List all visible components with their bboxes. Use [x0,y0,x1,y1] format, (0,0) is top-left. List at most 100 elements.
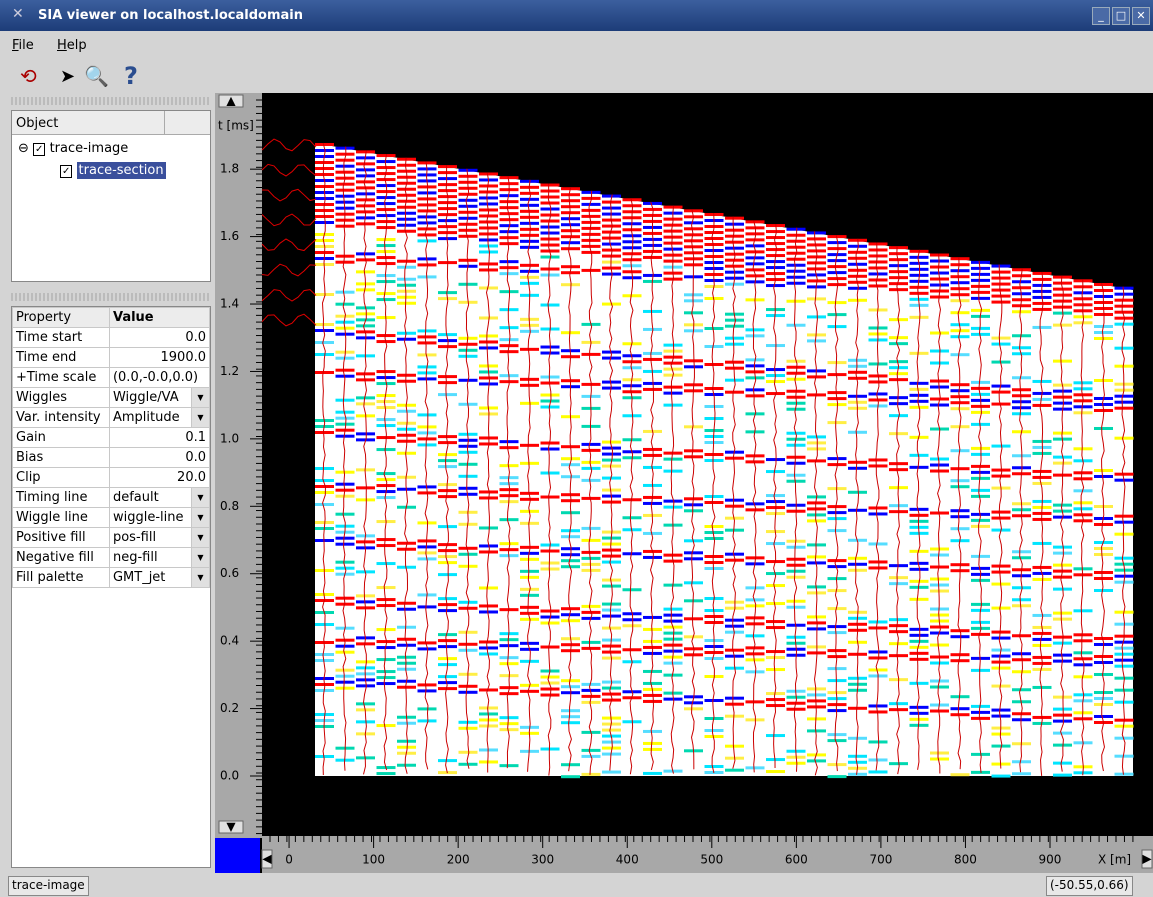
property-name: Fill palette [13,568,110,588]
section-dash [971,717,990,720]
section-dash [869,242,888,245]
section-dash [438,639,457,642]
dropdown-arrow[interactable]: ▼ [192,408,210,428]
property-value[interactable]: 0.0 [109,328,209,348]
arrow-glyph: ▼ [226,820,236,834]
section-dash [848,245,867,248]
menu-file[interactable]: File [12,38,34,53]
section-dash [520,264,539,267]
section-dash [541,226,560,229]
section-dash [951,467,970,470]
dropdown-arrow[interactable]: ▼ [192,488,210,508]
property-value[interactable]: 0.1 [109,428,209,448]
dropdown-arrow[interactable]: ▼ [192,508,210,528]
section-dash [336,597,355,600]
zoom-tool[interactable]: 🔍 [84,64,109,88]
property-value[interactable]: 1900.0 [109,348,209,368]
section-dash [889,372,908,375]
section-dash [315,755,334,758]
property-name: Wiggles [13,388,110,408]
section-dash [807,555,826,558]
pointer-tool[interactable]: ➤ [60,66,75,87]
section-dash [746,634,765,637]
reset-tool[interactable]: ⟲ [20,64,37,88]
dropdown-arrow[interactable]: ▼ [192,568,210,588]
section-dash [623,648,642,651]
section-dash [315,467,334,470]
section-dash [889,258,908,261]
property-value[interactable]: (0.0,-0.0,0.0) [109,368,209,388]
section-dash [459,343,478,346]
section-dash [725,241,744,244]
section-dash [438,681,457,684]
section-dash [684,509,703,512]
section-dash [684,209,703,212]
property-value[interactable]: default [109,488,191,508]
property-value[interactable]: neg-fill [109,548,191,568]
section-dash [930,758,949,761]
property-value[interactable]: GMT_jet [109,568,191,588]
dropdown-arrow[interactable]: ▼ [192,388,210,408]
section-dash [336,543,355,546]
section-dash [438,495,457,498]
section-dash [418,719,437,722]
section-dash [397,290,416,293]
section-dash [971,279,990,282]
section-dash [479,526,498,529]
property-value[interactable]: Wiggle/VA [109,388,191,408]
section-dash [684,239,703,242]
section-dash [397,380,416,383]
maximize-button[interactable]: □ [1112,7,1130,25]
section-dash [500,236,519,239]
section-dash [828,775,847,778]
dropdown-arrow[interactable]: ▼ [192,548,210,568]
section-dash [746,604,765,607]
section-dash [582,557,601,560]
section-dash [992,565,1011,568]
section-dash [746,622,765,625]
section-dash [377,772,396,775]
section-dash [1012,556,1031,559]
section-dash [336,321,355,324]
section-dash [1012,634,1031,637]
section-dash [602,489,621,492]
property-value[interactable]: Amplitude [109,408,191,428]
property-value[interactable]: 0.0 [109,448,209,468]
section-dash [438,549,457,552]
property-value[interactable]: pos-fill [109,528,191,548]
property-name: Var. intensity [13,408,110,428]
help-tool[interactable]: ? [124,62,138,90]
section-dash [910,352,929,355]
section-dash [1053,576,1072,579]
section-dash [356,180,375,183]
section-dash [602,645,621,648]
section-dash [438,219,457,222]
section-dash [541,646,560,649]
section-dash [951,773,970,776]
section-dash [746,700,765,703]
menu-help[interactable]: Help [57,38,87,53]
tree-item[interactable]: ✓ trace-section [60,163,166,178]
section-dash [541,376,560,379]
section-dash [582,203,601,206]
section-dash [356,162,375,165]
section-dash [1033,476,1052,479]
section-dash [951,707,970,710]
section-dash [910,388,929,391]
tree-item[interactable]: ⊖ ✓ trace-image [18,141,128,156]
section-dash [807,759,826,762]
dropdown-arrow[interactable]: ▼ [192,528,210,548]
property-value[interactable]: wiggle-line [109,508,191,528]
minimize-button[interactable]: _ [1092,7,1110,25]
close-button[interactable]: ✕ [1132,7,1150,25]
property-value[interactable]: 20.0 [109,468,209,488]
section-dash [438,573,457,576]
window: SIA viewer on localhost.localdomain ✕ _ … [0,0,1153,897]
section-dash [541,610,560,613]
property-name: Time end [13,348,110,368]
section-dash [971,387,990,390]
section-dash [397,188,416,191]
section-dash [664,392,683,395]
section-dash [418,413,437,416]
section-dash [848,359,867,362]
